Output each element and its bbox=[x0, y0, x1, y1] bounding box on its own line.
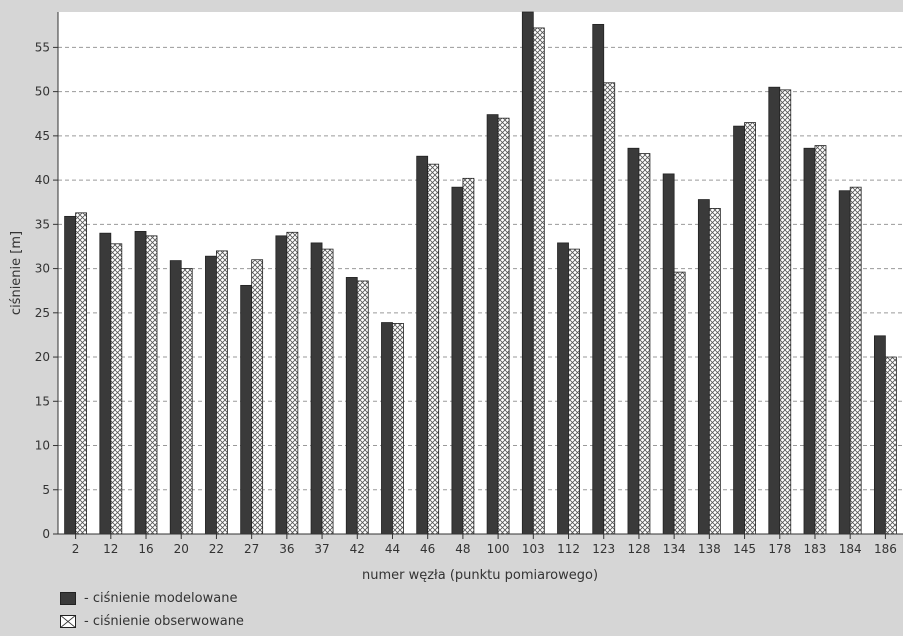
bar-observed bbox=[568, 248, 580, 535]
y-tick-label: 55 bbox=[35, 40, 50, 54]
bar-observed bbox=[251, 259, 264, 535]
x-tick-label: 22 bbox=[209, 542, 224, 556]
bar-observed bbox=[497, 117, 510, 535]
bar-chart: 0 5 10 15 20 25 30 35 40 45 50 55 2 12 16 20 22 27 36 37 42… bbox=[9, 11, 903, 583]
y-tick-label: 30 bbox=[35, 262, 50, 276]
bar-modeled bbox=[345, 277, 358, 535]
bar-modeled bbox=[768, 86, 781, 535]
bar-modeled bbox=[275, 235, 288, 535]
plot-area bbox=[58, 12, 903, 534]
y-tick-labels: 0 5 10 15 20 25 30 35 40 45 50 55 bbox=[35, 40, 58, 541]
bar-observed bbox=[321, 248, 334, 535]
bar-modeled bbox=[592, 23, 605, 535]
x-tick-label: 138 bbox=[698, 542, 721, 556]
grid-lines bbox=[58, 46, 903, 491]
bar-modeled bbox=[416, 155, 429, 535]
bar-observed bbox=[708, 208, 721, 535]
y-axis-label: ciśnienie [m] bbox=[9, 231, 24, 315]
legend-swatch-observed bbox=[60, 614, 76, 628]
y-tick-label: 10 bbox=[35, 439, 50, 453]
y-tick-label: 50 bbox=[35, 85, 50, 99]
bar-observed bbox=[638, 153, 651, 535]
bar-modeled bbox=[64, 215, 77, 535]
x-tick-label: 2 bbox=[72, 542, 80, 556]
y-tick-label: 35 bbox=[35, 217, 50, 231]
x-tick-label: 134 bbox=[663, 542, 686, 556]
x-tick-label: 16 bbox=[138, 542, 153, 556]
x-tick-label: 42 bbox=[350, 542, 365, 556]
x-tick-label: 27 bbox=[244, 542, 259, 556]
bar-modeled bbox=[451, 186, 464, 535]
bar-observed bbox=[532, 27, 545, 535]
x-tick-label: 46 bbox=[420, 542, 435, 556]
x-tick-label: 145 bbox=[733, 542, 756, 556]
bar-modeled bbox=[99, 232, 112, 535]
bar-modeled bbox=[169, 260, 182, 535]
y-tick-label: 20 bbox=[35, 350, 50, 364]
bar-observed bbox=[356, 280, 369, 535]
y-tick-label: 45 bbox=[35, 129, 50, 143]
legend-item-modeled: - ciśnienie modelowane bbox=[60, 588, 244, 608]
bar-observed bbox=[286, 231, 299, 535]
x-tick-label: 103 bbox=[522, 542, 545, 556]
x-tick-label: 36 bbox=[279, 542, 294, 556]
x-tick-label: 100 bbox=[487, 542, 510, 556]
bar-observed bbox=[392, 323, 404, 535]
bars-group bbox=[64, 11, 897, 535]
x-tick-label: 20 bbox=[174, 542, 189, 556]
y-tick-label: 0 bbox=[42, 527, 50, 541]
bar-modeled bbox=[662, 173, 675, 535]
bar-observed bbox=[814, 145, 827, 535]
y-tick-label: 40 bbox=[35, 173, 50, 187]
bar-modeled bbox=[697, 199, 710, 535]
bar-observed bbox=[462, 177, 475, 535]
y-tick-label: 25 bbox=[35, 306, 50, 320]
legend-item-observed: - ciśnienie obserwowane bbox=[60, 611, 244, 631]
bar-observed bbox=[75, 212, 88, 535]
x-tick-label: 44 bbox=[385, 542, 400, 556]
bar-modeled bbox=[134, 231, 147, 535]
bar-modeled bbox=[733, 125, 745, 535]
bar-modeled bbox=[873, 335, 886, 535]
bar-observed bbox=[849, 186, 862, 535]
x-tick-label: 128 bbox=[627, 542, 650, 556]
bar-observed bbox=[216, 250, 228, 535]
legend-swatch-modeled bbox=[60, 591, 76, 605]
x-tick-label: 12 bbox=[103, 542, 118, 556]
x-tick-label: 186 bbox=[874, 542, 897, 556]
x-tick-label: 37 bbox=[314, 542, 329, 556]
legend-label-observed: - ciśnienie obserwowane bbox=[84, 613, 244, 629]
bar-modeled bbox=[627, 147, 640, 535]
legend-label-modeled: - ciśnienie modelowane bbox=[84, 590, 238, 606]
bar-modeled bbox=[521, 11, 534, 535]
bar-observed bbox=[744, 122, 756, 535]
y-tick-label: 5 bbox=[42, 483, 50, 497]
bar-modeled bbox=[240, 284, 253, 535]
x-tick-label: 112 bbox=[557, 542, 580, 556]
x-axis-label: numer węzła (punktu pomiarowego) bbox=[362, 568, 598, 583]
bar-observed bbox=[884, 356, 897, 535]
x-tick-label: 178 bbox=[768, 542, 791, 556]
bar-observed bbox=[673, 271, 686, 535]
bar-modeled bbox=[310, 242, 323, 535]
x-tick-label: 184 bbox=[839, 542, 862, 556]
x-tick-label: 48 bbox=[455, 542, 470, 556]
x-tick-labels: 2 12 16 20 22 27 36 37 42 44 46 48 100 103 112 123 128 13… bbox=[72, 534, 897, 556]
bar-observed bbox=[145, 235, 158, 535]
bar-observed bbox=[110, 243, 123, 535]
bar-observed bbox=[779, 89, 792, 535]
bar-observed bbox=[180, 268, 193, 535]
bar-modeled bbox=[381, 322, 393, 535]
bar-modeled bbox=[838, 190, 851, 535]
bar-modeled bbox=[205, 255, 217, 535]
bar-observed bbox=[603, 82, 616, 535]
bar-observed bbox=[427, 163, 440, 535]
x-tick-label: 123 bbox=[592, 542, 615, 556]
legend: - ciśnienie modelowane - ciśnienie obser… bbox=[60, 588, 244, 634]
bar-modeled bbox=[486, 114, 499, 535]
bar-modeled bbox=[557, 242, 569, 535]
x-tick-label: 183 bbox=[804, 542, 827, 556]
bar-modeled bbox=[803, 147, 816, 535]
y-tick-label: 15 bbox=[35, 394, 50, 408]
